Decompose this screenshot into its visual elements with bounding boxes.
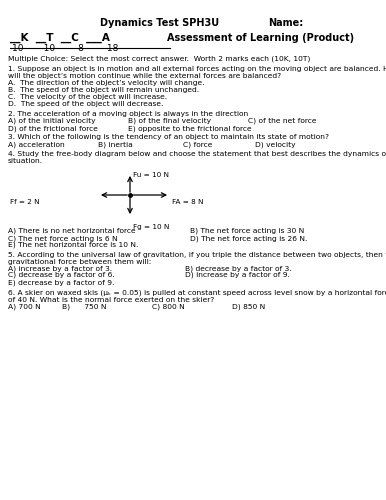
Text: A) increase by a factor of 3.: A) increase by a factor of 3. (8, 265, 112, 272)
Text: B.  The speed of the object will remain unchanged.: B. The speed of the object will remain u… (8, 87, 199, 93)
Text: D) 850 N: D) 850 N (232, 303, 265, 310)
Text: FA = 8 N: FA = 8 N (172, 199, 203, 205)
Text: D.  The speed of the object will decrease.: D. The speed of the object will decrease… (8, 101, 163, 107)
Text: C) 800 N: C) 800 N (152, 303, 185, 310)
Text: Ff = 2 N: Ff = 2 N (10, 199, 40, 205)
Text: E) opposite to the frictional force: E) opposite to the frictional force (128, 125, 252, 132)
Text: 5. According to the universal law of gravitation, if you triple the distance bet: 5. According to the universal law of gra… (8, 252, 386, 265)
Text: 1. Suppose an object is in motion and all external forces acting on the moving o: 1. Suppose an object is in motion and al… (8, 66, 386, 79)
Text: Dynamics Test SPH3U: Dynamics Test SPH3U (100, 18, 219, 28)
Text: 3. Which of the following is the tendency of an object to maintain its state of : 3. Which of the following is the tendenc… (8, 134, 329, 140)
Text: A) There is no net horizontal force: A) There is no net horizontal force (8, 228, 135, 234)
Text: D) increase by a factor of 9.: D) increase by a factor of 9. (185, 272, 290, 278)
Text: D) velocity: D) velocity (255, 141, 296, 148)
Text: Fu = 10 N: Fu = 10 N (133, 172, 169, 178)
Text: Multiple Choice: Select the most correct answer.  Worth 2 marks each (10K, 10T): Multiple Choice: Select the most correct… (8, 55, 310, 62)
Text: E) decrease by a factor of 9.: E) decrease by a factor of 9. (8, 279, 114, 285)
Text: C) decrease by a factor of 6.: C) decrease by a factor of 6. (8, 272, 115, 278)
Text: C) The net force acting is 6 N: C) The net force acting is 6 N (8, 235, 118, 242)
Text: B) The net force acting is 30 N: B) The net force acting is 30 N (190, 228, 304, 234)
Text: B) inertia: B) inertia (98, 141, 133, 148)
Text: C) of the net force: C) of the net force (248, 118, 317, 124)
Text: 6. A skier on waxed skis (μₖ = 0.05) is pulled at constant speed across level sn: 6. A skier on waxed skis (μₖ = 0.05) is … (8, 289, 386, 302)
Text: C) force: C) force (183, 141, 212, 148)
Text: B)      750 N: B) 750 N (62, 303, 107, 310)
Text: B) decrease by a factor of 3.: B) decrease by a factor of 3. (185, 265, 292, 272)
Text: 10       10        8        18: 10 10 8 18 (12, 44, 119, 53)
Text: 2. The acceleration of a moving object is always in the direction: 2. The acceleration of a moving object i… (8, 111, 248, 117)
Text: Fg = 10 N: Fg = 10 N (133, 224, 169, 230)
Text: 4. Study the free-body diagram below and choose the statement that best describe: 4. Study the free-body diagram below and… (8, 151, 386, 164)
Text: Assessment of Learning (Product): Assessment of Learning (Product) (167, 33, 354, 43)
Text: Name:: Name: (268, 18, 303, 28)
Text: A) of the initial velocity: A) of the initial velocity (8, 118, 96, 124)
Text: A) 700 N: A) 700 N (8, 303, 41, 310)
Text: C.  The velocity of the object will increase.: C. The velocity of the object will incre… (8, 94, 167, 100)
Text: __K  __T  __C  ___A: __K __T __C ___A (10, 33, 110, 43)
Text: B) of the final velocity: B) of the final velocity (128, 118, 211, 124)
Text: A.  The direction of the object’s velocity will change.: A. The direction of the object’s velocit… (8, 80, 205, 86)
Text: A) acceleration: A) acceleration (8, 141, 65, 148)
Text: D) The net force acting is 26 N.: D) The net force acting is 26 N. (190, 235, 307, 242)
Text: E) The net horizontal force is 10 N.: E) The net horizontal force is 10 N. (8, 242, 138, 248)
Text: D) of the frictional force: D) of the frictional force (8, 125, 98, 132)
